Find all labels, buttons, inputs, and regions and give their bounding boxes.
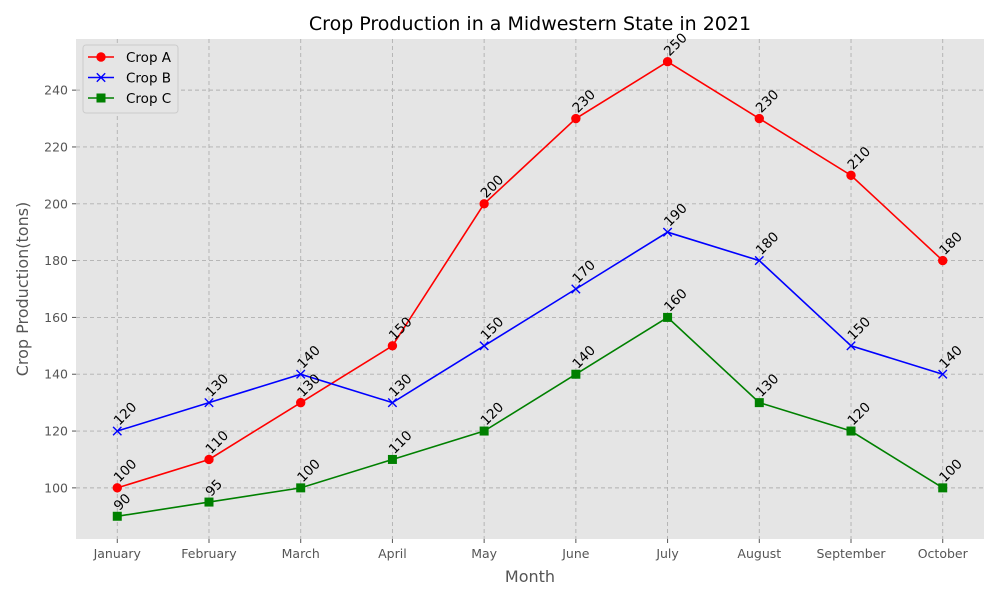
marker-stroke (204, 397, 214, 408)
legend-swatch-marker (96, 52, 106, 62)
data-point-crop-a (938, 255, 948, 266)
x-tick-label: October (918, 546, 969, 561)
marker-stroke (662, 227, 673, 237)
data-point-crop-b (754, 255, 764, 266)
data-point-crop-c (938, 483, 948, 493)
data-point-crop-b (662, 227, 673, 237)
data-point-crop-b (571, 284, 581, 294)
data-point-crop-b (938, 369, 948, 379)
series-crop-c (112, 312, 948, 521)
series-line-crop-c (117, 316, 944, 518)
y-tick-label: 240 (44, 83, 68, 98)
y-tick-label: 180 (44, 253, 68, 268)
data-point-crop-b (387, 397, 398, 408)
x-tick-label: August (737, 546, 781, 561)
data-point-crop-c (204, 497, 214, 507)
data-point-crop-a (387, 341, 398, 351)
marker-stroke (96, 72, 106, 83)
series-line-crop-b (117, 231, 943, 432)
data-point-crop-a (662, 57, 673, 67)
x-tick-label: April (378, 546, 407, 561)
x-axis-title: Month (505, 567, 555, 586)
marker-stroke (387, 397, 398, 408)
y-tick-label: 140 (44, 367, 68, 382)
data-point-crop-a (479, 199, 489, 209)
data-point-crop-a (571, 113, 581, 124)
axes: January February March April May June July Augu… (44, 83, 968, 561)
marker-stroke (296, 369, 306, 379)
data-point-crop-a (754, 113, 764, 124)
marker-stroke (112, 426, 122, 436)
data-point-crop-a (112, 483, 122, 493)
data-point-crop-c (479, 426, 489, 436)
legend-item-crop-b: Crop B (88, 71, 171, 87)
legend-label: Crop B (126, 71, 171, 87)
legend-box (82, 44, 179, 114)
legend: Crop A Crop B Crop C (82, 44, 179, 114)
data-point-crop-b (479, 341, 489, 351)
marker-stroke (479, 341, 489, 351)
marker-stroke (754, 255, 764, 266)
y-tick-label: 120 (44, 424, 68, 439)
x-tick-label: June (561, 546, 590, 561)
series-line-crop-a (117, 60, 944, 489)
data-point-crop-b (296, 369, 306, 379)
series-crop-a (112, 57, 948, 493)
x-tick-label: February (181, 546, 237, 561)
data-point-crop-a (204, 454, 214, 465)
plot-area (76, 39, 984, 539)
legend-swatch-marker (96, 72, 106, 83)
data-point-crop-b (846, 341, 856, 351)
data-point-crop-a (846, 170, 856, 181)
data-point-crop-c (571, 369, 581, 379)
y-axis-title: Crop Production(tons) (13, 202, 32, 377)
legend-swatch-marker (96, 93, 106, 103)
legend-item-crop-c: Crop C (88, 91, 171, 107)
marker-stroke (846, 341, 856, 351)
x-tick-label: July (655, 546, 679, 561)
data-point-crop-a (296, 397, 306, 408)
data-point-crop-b (112, 426, 122, 436)
y-tick-label: 220 (44, 139, 68, 154)
data-point-crop-c (387, 454, 397, 464)
legend-label: Crop C (126, 91, 171, 107)
x-tick-label: March (282, 546, 320, 561)
y-tick-label: 200 (44, 196, 68, 211)
legend-item-crop-a: Crop A (88, 50, 172, 66)
series-crop-b (112, 227, 948, 436)
chart-title: Crop Production in a Midwestern State in… (309, 13, 751, 35)
x-tick-label: May (471, 546, 497, 561)
legend-label: Crop A (126, 50, 172, 66)
data-point-crop-c (754, 398, 764, 408)
data-point-crop-c (846, 426, 856, 436)
x-tick-label: January (93, 546, 142, 561)
y-tick-label: 160 (44, 310, 68, 325)
series-layer (112, 57, 948, 521)
data-point-crop-c (112, 511, 122, 521)
data-point-crop-c (663, 312, 673, 322)
x-tick-label: September (816, 546, 886, 561)
y-tick-label: 100 (44, 480, 68, 495)
data-point-crop-c (296, 483, 306, 493)
marker-stroke (938, 369, 948, 379)
data-point-crop-b (204, 397, 214, 408)
marker-stroke (571, 284, 581, 294)
